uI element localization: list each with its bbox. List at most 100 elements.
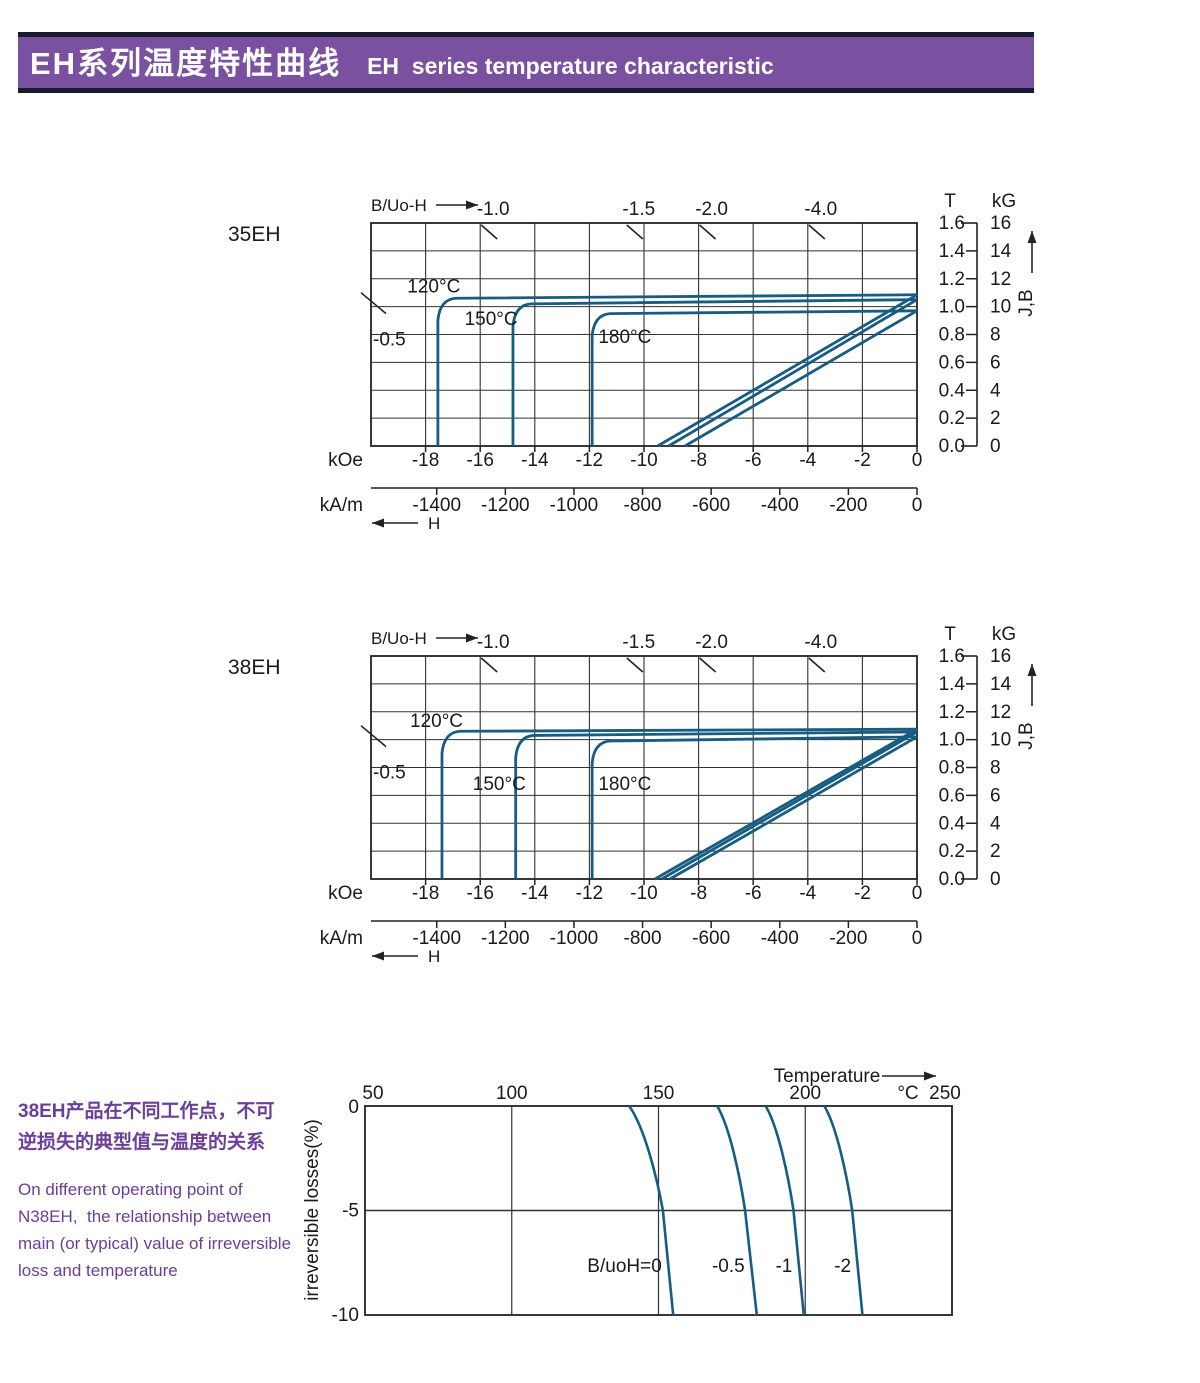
koe-tick-label: -10 [630,883,657,904]
t-tick-label: 1.2 [939,702,965,723]
koe-tick-label: -10 [630,450,657,471]
load-line-label: -2.0 [695,632,728,653]
kg-tick-label: 6 [990,352,1001,373]
x-axis-unit-kam: kA/m [320,495,363,516]
kg-tick-label: 16 [990,646,1011,667]
x-axis-title: Temperature [774,1066,881,1087]
kg-tick-label: 14 [990,241,1012,262]
kg-tick-label: 0 [990,436,1001,457]
koe-tick-label: -8 [690,883,707,904]
j-curve-0 [436,293,918,446]
load-line-tick [626,224,644,240]
kam-tick-label: -600 [692,495,730,516]
kam-tick-label: -1200 [481,495,530,516]
header-banner: EH系列温度特性曲线 EH series temperature charact… [18,32,1034,93]
kam-tick-label: -1000 [550,495,599,516]
load-line-tick [699,657,717,673]
t-tick-label: 0.8 [939,325,965,346]
koe-tick-label: -12 [576,883,603,904]
load-line-axis-label: B/Uo-H [371,629,427,648]
curve-label: B/uoH=0 [587,1256,661,1277]
koe-tick-label: 0 [912,883,923,904]
right-axis-unit-t: T [944,624,956,645]
curve-label: 120°C [410,711,463,732]
load-line-tick [626,657,644,673]
jb-axis-arrow-head [1027,664,1037,676]
y-axis-title: irreversible losses(%) [302,1119,323,1301]
curve-label: -0.5 [712,1256,745,1277]
right-axis-unit-t: T [944,191,956,212]
t-tick-label: 1.6 [939,646,965,667]
b-curve-0 [654,727,918,881]
load-line-label: -0.5 [373,763,406,784]
kam-tick-label: -400 [761,495,799,516]
j-curve-2 [590,309,918,446]
koe-tick-label: -16 [466,450,493,471]
load-line-label: -0.5 [373,330,406,351]
chart-35eh-demagnetization: 35EH B/Uo-H -1.0 -1.5 -2.0 -4.0 -0.5 120°C150°C… [228,191,1037,533]
j-curve-0 [440,727,918,879]
koe-tick-label: -8 [690,450,707,471]
description-zh-line: 逆损失的典型值与温度的关系 [18,1132,266,1153]
curve-label: 150°C [473,774,526,795]
koe-tick-label: -6 [745,450,762,471]
temperature-axis-arrow-head [924,1071,936,1081]
chart-title: 38EH [228,656,281,679]
j-curve-2 [590,735,918,879]
load-line-tick [480,224,498,240]
y-tick-label: 0 [348,1097,359,1118]
right-axis-unit-kg: kG [992,624,1016,645]
loss-curve-0 [628,1105,675,1316]
kam-tick-label: -800 [624,928,662,949]
kam-tick-label: -200 [829,928,867,949]
b-curve-2 [669,735,918,881]
t-tick-label: 1.4 [939,241,966,262]
curve-label: -1 [775,1256,792,1277]
x-axis-unit-koe: kOe [328,450,363,471]
b-curve-2 [684,309,918,448]
b-curve-0 [656,293,918,448]
kg-tick-label: 0 [990,869,1001,890]
b-curve-1 [667,298,918,448]
koe-tick-label: -6 [745,883,762,904]
jb-axis-arrow-head [1027,231,1037,243]
load-line-label: -1.0 [477,632,510,653]
plot-border [364,1105,953,1316]
t-tick-label: 0.2 [939,841,965,862]
x-tick-label: 100 [496,1083,528,1104]
x-tick-label: 50 [362,1083,383,1104]
t-tick-label: 0.4 [939,380,966,401]
t-tick-label: 0.0 [939,869,965,890]
kg-tick-label: 16 [990,213,1011,234]
koe-tick-label: -18 [412,883,439,904]
h-axis-label: H [428,514,440,533]
load-line-tick [808,657,826,673]
load-line-tick [360,725,387,748]
load-line-tick [699,224,717,240]
loss-curve-1 [716,1105,759,1316]
kg-tick-label: 4 [990,380,1001,401]
right-axis-unit-kg: kG [992,191,1016,212]
kg-tick-label: 10 [990,297,1011,318]
t-tick-label: 1.4 [939,674,966,695]
load-line-label: -4.0 [804,199,837,220]
load-line-label: -4.0 [804,632,837,653]
b-curve-1 [661,730,918,881]
t-tick-label: 0.2 [939,408,965,429]
load-line-label: -2.0 [695,199,728,220]
kam-tick-label: 0 [912,928,923,949]
koe-tick-label: -2 [854,883,871,904]
load-line-axis-arrow-head [466,200,478,210]
curve-label: -2 [834,1256,851,1277]
load-line-tick [808,224,826,240]
y-tick-label: -10 [332,1305,359,1326]
curve-label: 120°C [407,277,460,298]
load-line-label: -1.0 [477,199,510,220]
load-line-tick [480,657,498,673]
t-tick-label: 0.0 [939,436,965,457]
load-line-axis-arrow-head [466,633,478,643]
curve-label: 150°C [465,309,518,330]
t-tick-label: 1.0 [939,730,965,751]
kg-tick-label: 12 [990,702,1011,723]
t-tick-label: 1.6 [939,213,965,234]
